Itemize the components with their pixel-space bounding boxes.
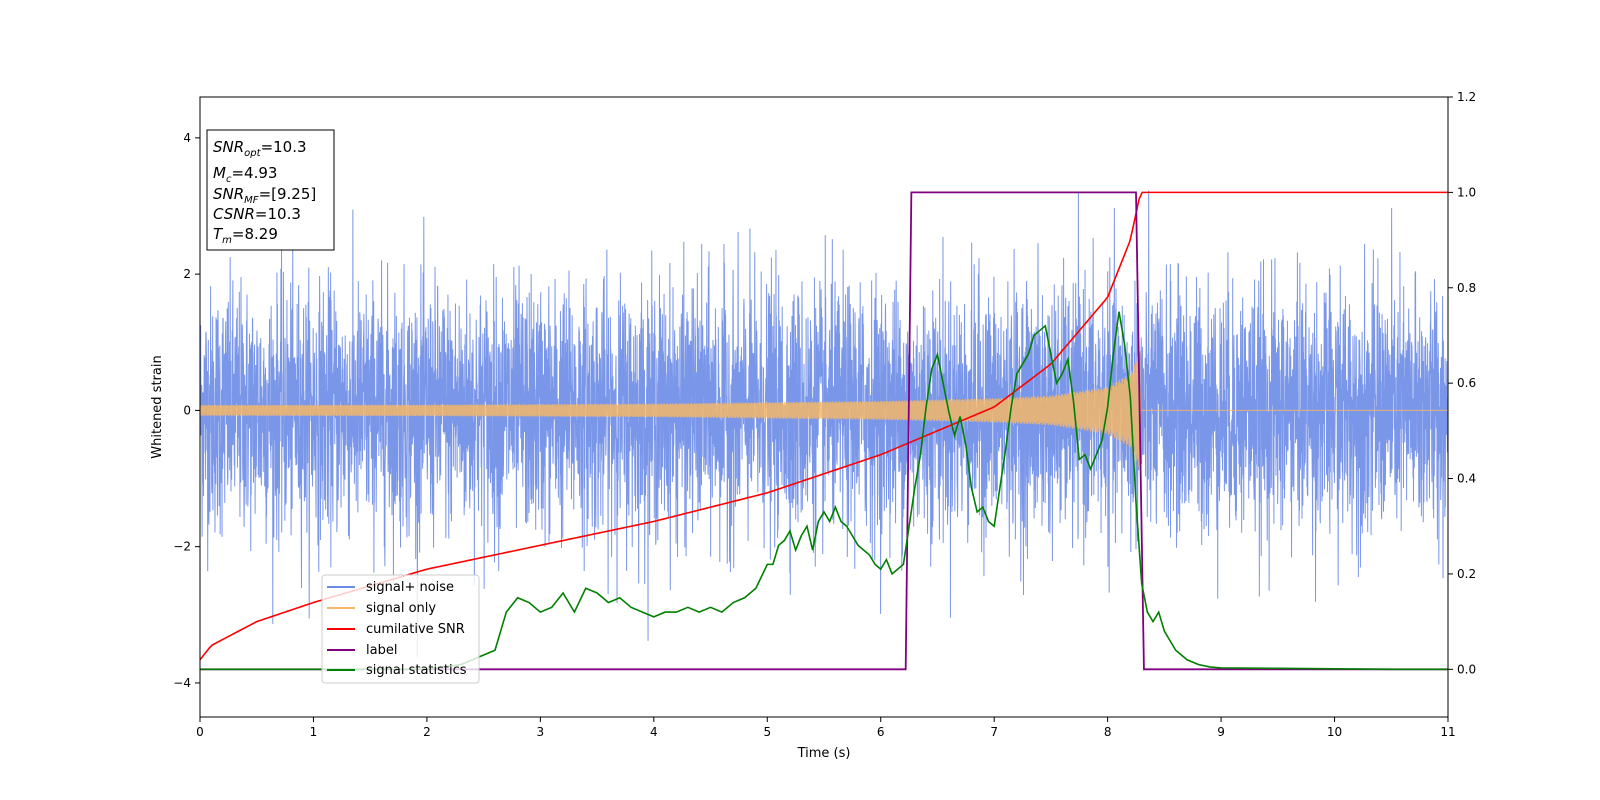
x-tick-label: 3 xyxy=(537,725,545,739)
x-axis: 0 1 2 3 4 5 6 7 8 9 10 11 xyxy=(196,717,1456,739)
info-box: SNRopt=10.3 Mc=4.93 SNRMF=[9.25] CSNR=10… xyxy=(206,129,335,251)
x-tick-label: 10 xyxy=(1327,725,1342,739)
y2-tick-label: 0.6 xyxy=(1457,376,1476,390)
plot-frame xyxy=(199,96,1449,718)
series-signal-only-line xyxy=(200,351,1448,468)
x-tick-label: 8 xyxy=(1104,725,1112,739)
legend-item-signal-only: signal only xyxy=(327,601,436,616)
info-mc: Mc=4.93 xyxy=(213,164,277,185)
series-signal-plus-noise-line xyxy=(200,190,1448,657)
x-tick-label: 2 xyxy=(423,725,431,739)
x-tick-label: 7 xyxy=(990,725,998,739)
info-snr-opt: SNRopt=10.3 xyxy=(213,138,307,159)
info-tm: Tm=8.29 xyxy=(213,225,278,246)
x-tick-label: 11 xyxy=(1440,725,1455,739)
legend-label: cumilative SNR xyxy=(366,622,465,637)
legend-label: label xyxy=(366,643,397,658)
y2-tick-label: 0.8 xyxy=(1457,281,1476,295)
info-csnr: CSNR=10.3 xyxy=(213,205,301,223)
series-signal-statistics-line xyxy=(200,311,1448,671)
y2-tick-label: 1.0 xyxy=(1457,185,1476,199)
x-axis-label: Time (s) xyxy=(797,746,851,761)
x-tick-label: 5 xyxy=(763,725,771,739)
x-tick-label: 9 xyxy=(1217,725,1225,739)
legend: signal+ noise signal only cumilative SNR… xyxy=(321,574,480,684)
y2-tick-label: 1.2 xyxy=(1457,90,1476,104)
x-tick-label: 6 xyxy=(877,725,885,739)
legend-item-label: label xyxy=(327,643,397,658)
y2-tick-label: 0.2 xyxy=(1457,567,1476,581)
y-tick-label: −4 xyxy=(173,676,191,690)
y-axis-right: 0.0 0.2 0.4 0.6 0.8 1.0 1.2 xyxy=(1448,90,1476,676)
legend-label: signal statistics xyxy=(366,663,467,678)
info-snr-mf: SNRMF=[9.25] xyxy=(213,185,316,206)
y2-tick-label: 0.0 xyxy=(1457,662,1476,676)
y-axis-left: −4 −2 0 2 4 xyxy=(173,131,200,690)
series-label-line xyxy=(200,191,1448,671)
y-tick-label: 0 xyxy=(183,403,191,417)
y-tick-label: 4 xyxy=(183,131,191,145)
legend-item-cumulative-snr: cumilative SNR xyxy=(327,622,465,637)
legend-item-signal-statistics: signal statistics xyxy=(327,663,467,678)
legend-label: signal+ noise xyxy=(366,580,454,595)
y2-tick-label: 0.4 xyxy=(1457,472,1476,486)
legend-label: signal only xyxy=(366,601,436,616)
x-tick-label: 1 xyxy=(310,725,318,739)
legend-item-signal-plus-noise: signal+ noise xyxy=(327,580,454,595)
y-axis-label: Whitened strain xyxy=(150,355,165,458)
x-tick-label: 4 xyxy=(650,725,658,739)
y-tick-label: −2 xyxy=(173,540,191,554)
x-tick-label: 0 xyxy=(196,725,204,739)
y-tick-label: 2 xyxy=(183,267,191,281)
